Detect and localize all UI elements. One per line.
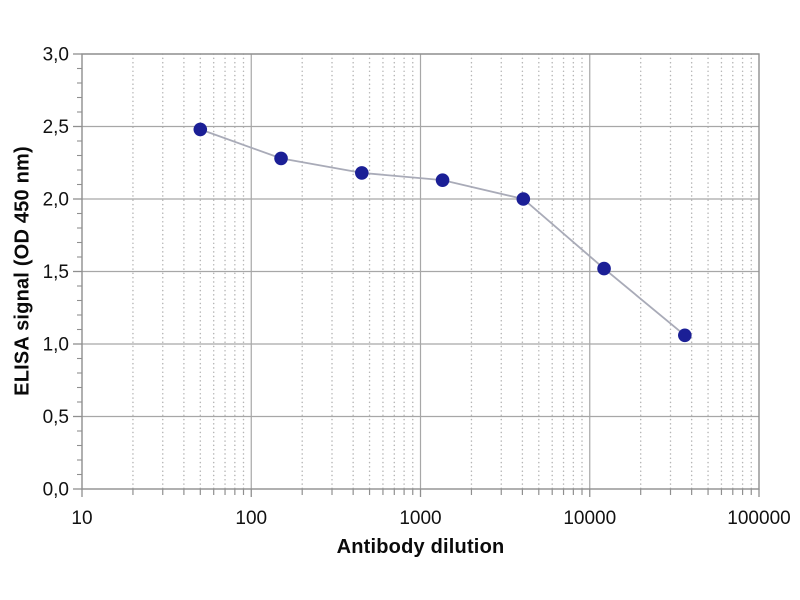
y-tick-label: 0,5 xyxy=(43,407,69,428)
data-point xyxy=(678,328,692,343)
y-tick-label: 2,0 xyxy=(43,190,69,211)
x-axis-title: Antibody dilution xyxy=(336,536,505,558)
x-tick-label: 10000 xyxy=(563,508,616,529)
y-tick-label: 1,5 xyxy=(43,262,69,283)
y-tick-label: 3,0 xyxy=(43,45,69,66)
x-tick-label: 10 xyxy=(71,508,92,529)
data-point xyxy=(355,166,369,180)
data-point xyxy=(597,261,611,276)
x-tick-label: 1000 xyxy=(399,508,441,529)
series-line xyxy=(199,128,686,336)
y-axis-title: ELISA signal (OD 450 nm) xyxy=(11,146,34,396)
x-tick-label: 100000 xyxy=(727,508,790,529)
y-tick-label: 0,0 xyxy=(43,480,69,501)
data-point xyxy=(274,151,288,166)
y-tick-label: 2,5 xyxy=(43,117,69,138)
data-point xyxy=(516,192,531,206)
data-point xyxy=(193,122,208,137)
x-tick-label: 100 xyxy=(235,508,267,529)
data-point xyxy=(435,173,450,187)
y-tick-label: 1,0 xyxy=(43,335,69,356)
